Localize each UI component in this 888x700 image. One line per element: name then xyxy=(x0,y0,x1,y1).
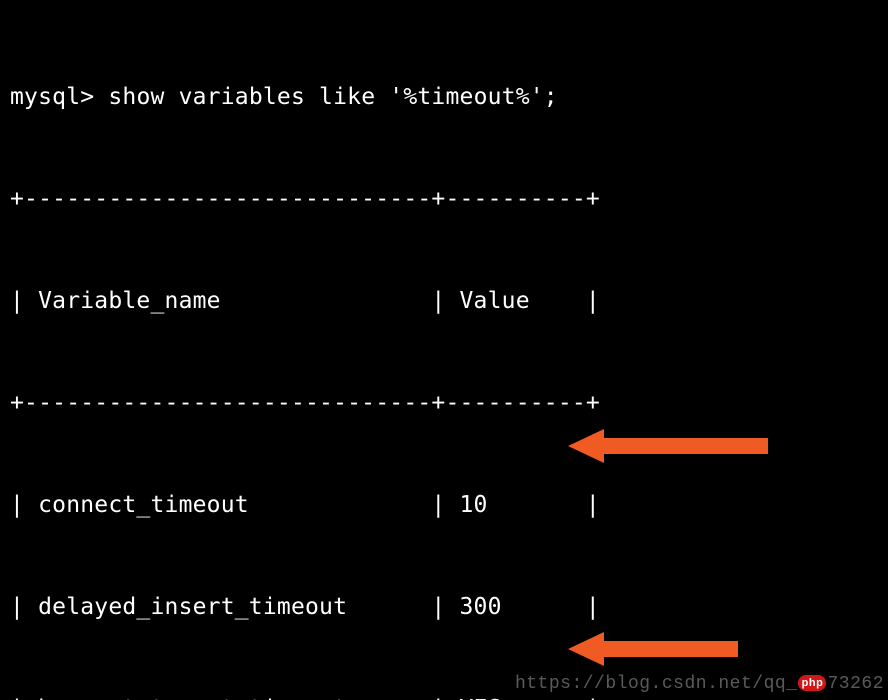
command-line: mysql> show variables like '%timeout%'; xyxy=(10,80,882,114)
table-row: | connect_timeout | 10 | xyxy=(10,488,882,522)
watermark: https://blog.csdn.net/qq_php73262 xyxy=(515,674,884,694)
sep-top: +-----------------------------+---------… xyxy=(10,182,882,216)
header-row: | Variable_name | Value | xyxy=(10,284,882,318)
command-text: show variables like '%timeout%'; xyxy=(108,84,558,110)
table-row: | delayed_insert_timeout | 300 | xyxy=(10,590,882,624)
terminal-output: mysql> show variables like '%timeout%'; … xyxy=(0,0,888,700)
prompt: mysql> xyxy=(10,84,108,110)
watermark-before: https://blog.csdn.net/qq_ xyxy=(515,674,798,694)
sep-header: +-----------------------------+---------… xyxy=(10,386,882,420)
watermark-after: 73262 xyxy=(827,674,884,694)
watermark-badge: php xyxy=(798,675,826,691)
